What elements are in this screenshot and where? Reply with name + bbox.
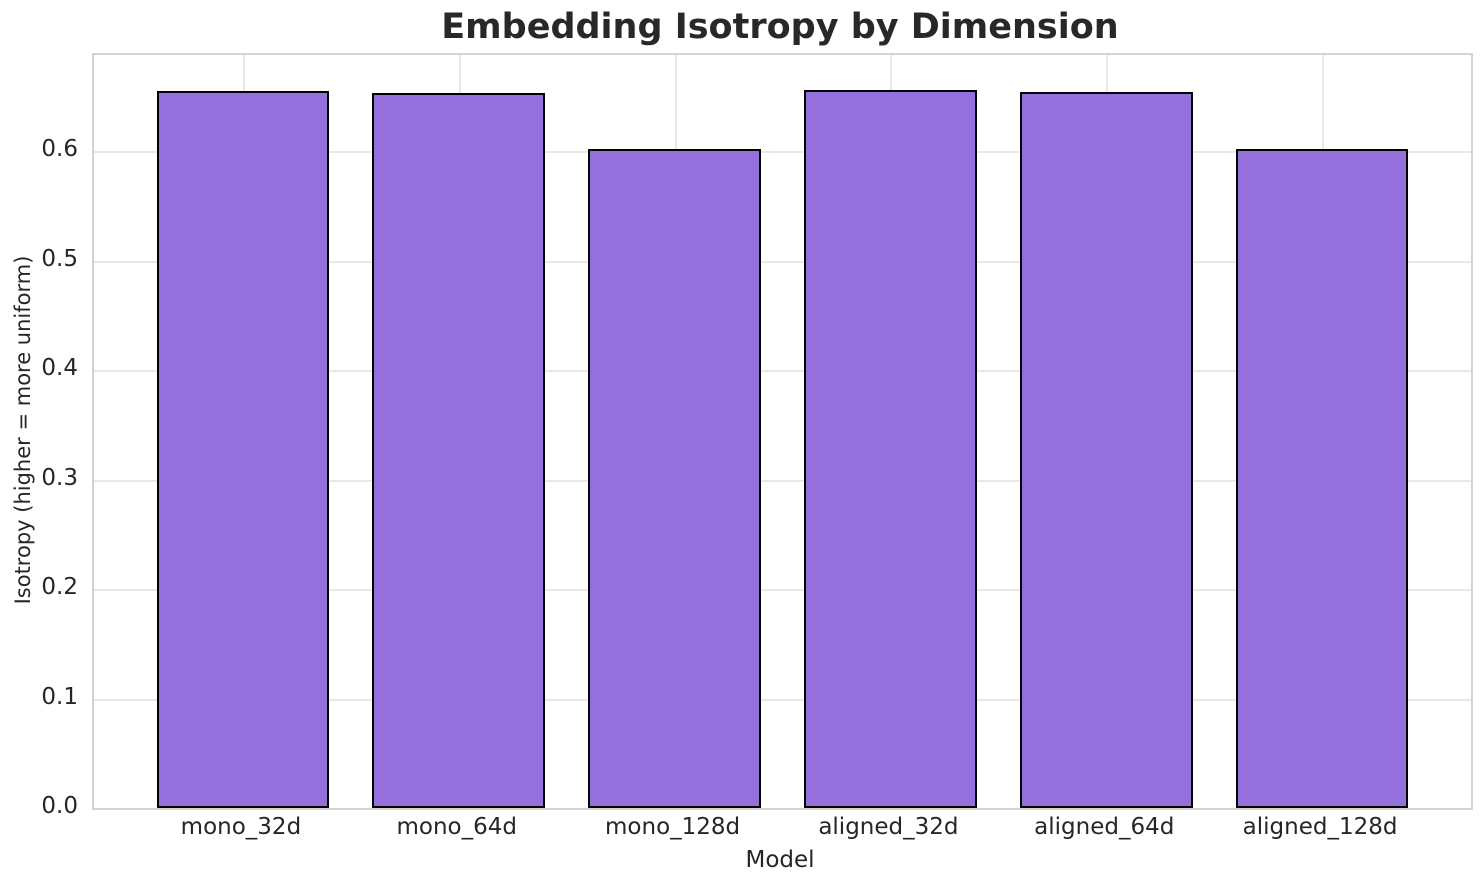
bar-mono_32d — [156, 91, 330, 808]
y-gridline — [94, 589, 1471, 592]
y-tick-label: 0.3 — [41, 464, 78, 491]
y-gridline — [94, 151, 1471, 154]
y-gridline — [94, 370, 1471, 373]
chart-title: Embedding Isotropy by Dimension — [441, 7, 1119, 47]
x-axis-label: Model — [745, 847, 815, 873]
bar-aligned_64d — [1019, 92, 1193, 808]
x-tick-label: aligned_32d — [818, 814, 959, 840]
y-gridline — [94, 698, 1471, 701]
y-tick-label: 0.2 — [41, 574, 78, 601]
x-tick-label: aligned_64d — [1034, 814, 1175, 840]
bar-aligned_128d — [1235, 149, 1409, 808]
x-tick-label: mono_128d — [605, 814, 741, 840]
y-tick-label: 0.4 — [41, 355, 78, 382]
y-gridline — [94, 479, 1471, 482]
y-axis-label: Isotropy (higher = more uniform) — [11, 255, 35, 605]
bar-mono_64d — [372, 93, 546, 808]
x-tick-label: mono_64d — [396, 814, 518, 840]
plot-area — [92, 53, 1473, 810]
y-tick-label: 0.5 — [41, 245, 78, 272]
bar-mono_128d — [588, 149, 761, 808]
y-gridline — [94, 260, 1471, 263]
y-tick-label: 0.0 — [41, 793, 78, 819]
bar-aligned_32d — [804, 90, 977, 808]
x-tick-label: mono_32d — [180, 814, 302, 840]
y-tick-label: 0.6 — [41, 136, 78, 163]
x-tick-label: aligned_128d — [1242, 814, 1398, 840]
y-tick-label: 0.1 — [41, 683, 78, 710]
